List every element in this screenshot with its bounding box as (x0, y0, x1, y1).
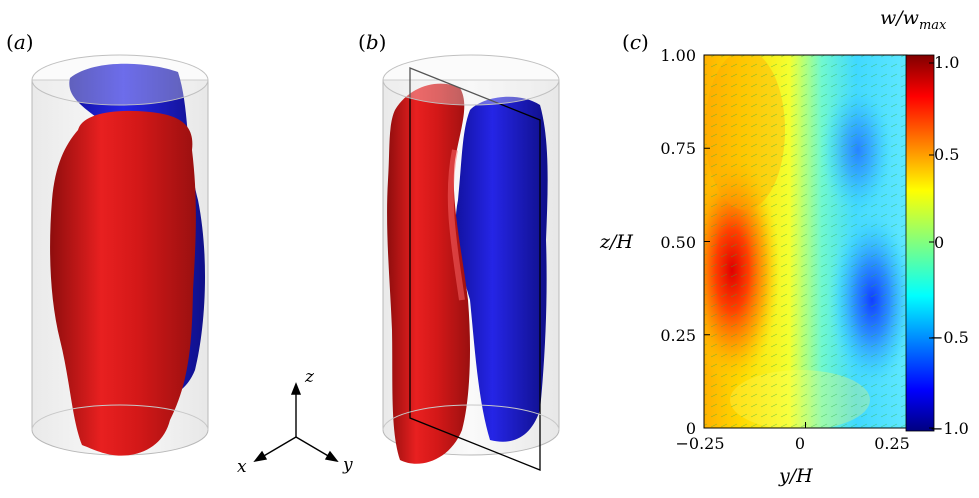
y-tick-1: 0.25 (660, 326, 696, 345)
panel-b-label: (b) (358, 30, 387, 54)
axes-triad (253, 382, 339, 463)
panel-b-slice-plane (409, 67, 541, 471)
colorbar (905, 54, 935, 432)
y-tick-3: 0.75 (660, 139, 696, 158)
colorbar-tick-0: 1.0 (934, 53, 959, 72)
colorbar-tick-2: 0 (934, 233, 944, 252)
colorbar-tick-1: 0.5 (934, 145, 959, 164)
y-tick-2: 0.50 (660, 233, 696, 252)
colorbar-tick-3: −0.5 (930, 328, 969, 347)
y-tick-marks (703, 54, 908, 429)
panel-a-label: (a) (6, 30, 34, 54)
y-tick-4: 1.00 (660, 46, 696, 65)
x-axis-label: y/H (778, 465, 813, 487)
y-axis-label: z/H (599, 231, 633, 253)
panel-a-cylinder (31, 54, 209, 456)
x-tick-1: 0 (795, 434, 805, 453)
triad-z-label: z (304, 367, 315, 387)
triad-x-label: x (237, 457, 247, 477)
x-tick-0: −0.25 (675, 434, 724, 453)
triad-y-label: y (342, 455, 353, 475)
colorbar-label-sub: max (919, 18, 947, 33)
y-tick-0: 0 (686, 419, 696, 438)
colorbar-label: w/wmax (880, 7, 947, 33)
panel-b-cylinder (382, 54, 560, 471)
colorbar-tick-4: −1.0 (930, 419, 969, 438)
panel-c-heatmap (704, 55, 907, 428)
panel-a-positive-vortex (50, 110, 196, 456)
panel-c-label: (c) (622, 30, 649, 54)
panel-b-negative-vortex (455, 96, 548, 442)
colorbar-label-base: w/w (880, 7, 919, 29)
colorbar-tick-marks (929, 62, 934, 429)
x-tick-2: 0.25 (874, 434, 910, 453)
